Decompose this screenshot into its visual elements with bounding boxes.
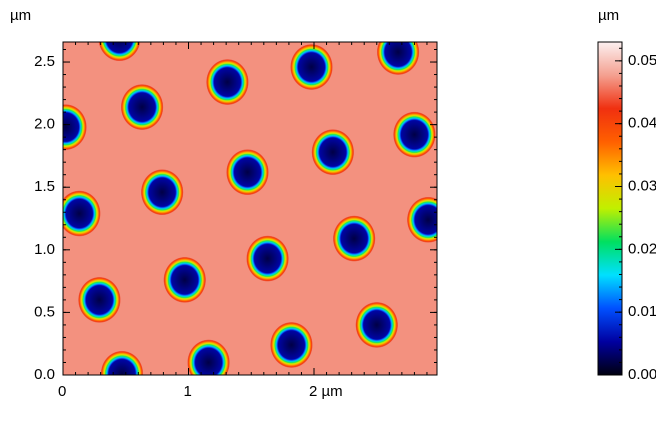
y-tick-label: 2.0 — [34, 116, 55, 133]
well — [100, 350, 144, 375]
x-tick-label: 0 — [58, 383, 66, 400]
well — [140, 169, 184, 216]
well — [332, 215, 376, 262]
well — [355, 301, 399, 348]
well — [120, 84, 164, 131]
well — [246, 235, 289, 282]
well — [98, 42, 141, 62]
x-tick-label: 2 µm — [309, 383, 343, 400]
colorbar-tick-label: 0.01 — [628, 303, 656, 320]
x-tick-label: 1 — [184, 383, 192, 400]
well — [187, 339, 230, 375]
colorbar — [597, 41, 623, 376]
colorbar-tick-label: 0.04 — [628, 115, 656, 132]
y-tick-label: 0.5 — [34, 303, 55, 320]
well — [63, 190, 101, 237]
well — [78, 276, 121, 323]
y-tick-label: 2.5 — [34, 53, 55, 70]
well — [63, 104, 87, 151]
colorbar-tick-label: 0.03 — [628, 177, 656, 194]
plot-frame — [62, 41, 438, 376]
y-tick-label: 1.0 — [34, 241, 55, 258]
well — [406, 196, 437, 243]
well — [311, 129, 355, 176]
colorbar-tick-label: 0.02 — [628, 240, 656, 257]
colorbar-label: µm — [598, 7, 619, 24]
colorbar-tick-label: 0.05 — [628, 52, 656, 69]
well — [393, 111, 436, 158]
colorbar-tick-label: 0.00 — [628, 366, 656, 383]
y-tick-label: 0.0 — [34, 366, 55, 383]
well — [290, 43, 333, 91]
well — [226, 149, 269, 196]
well — [163, 256, 207, 303]
well — [270, 321, 313, 368]
y-tick-label: 1.5 — [34, 178, 55, 195]
y-axis-label: µm — [10, 7, 31, 24]
well — [376, 42, 420, 76]
height-map — [63, 42, 437, 375]
well — [206, 59, 249, 106]
